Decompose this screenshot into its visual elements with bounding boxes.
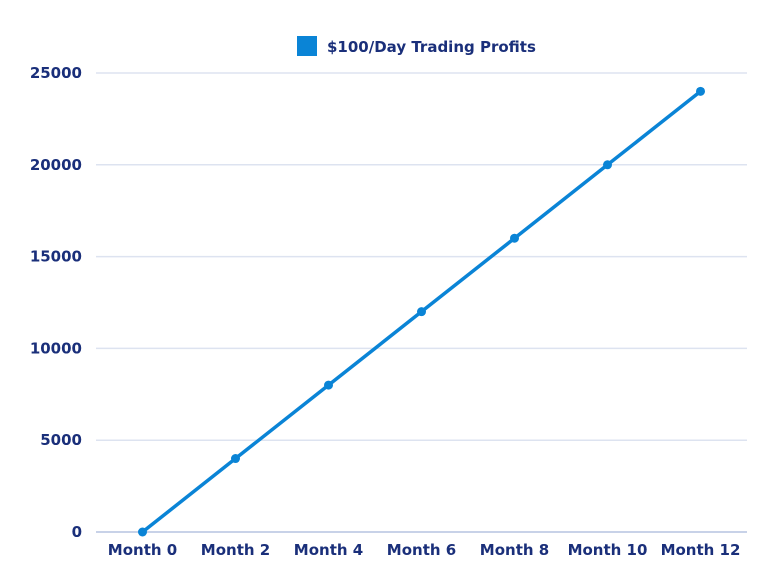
- x-tick-label: Month 10: [568, 541, 648, 559]
- data-point[interactable]: [696, 86, 705, 96]
- x-tick-label: Month 8: [480, 541, 549, 559]
- data-point[interactable]: [231, 454, 240, 464]
- y-axis: 0 5000 10000 15000 20000 25000: [30, 64, 82, 541]
- x-axis: Month 0 Month 2 Month 4 Month 6 Month 8 Month…: [108, 541, 741, 559]
- x-tick-label: Month 12: [661, 541, 741, 559]
- legend-label: $100/Day Trading Profits: [327, 38, 536, 56]
- data-point[interactable]: [603, 160, 612, 170]
- data-point[interactable]: [138, 527, 147, 537]
- x-tick-label: Month 6: [387, 541, 456, 559]
- data-point[interactable]: [417, 307, 426, 317]
- y-tick-label: 0: [72, 523, 82, 541]
- gridlines: [96, 72, 747, 533]
- series-line: [138, 86, 705, 537]
- y-tick-label: 25000: [30, 64, 82, 82]
- y-tick-label: 15000: [30, 248, 82, 266]
- x-tick-label: Month 4: [294, 541, 363, 559]
- y-tick-label: 10000: [30, 339, 82, 357]
- data-point[interactable]: [510, 233, 519, 243]
- data-point[interactable]: [324, 380, 333, 390]
- x-tick-label: Month 2: [201, 541, 270, 559]
- y-tick-label: 5000: [40, 431, 82, 449]
- x-tick-label: Month 0: [108, 541, 177, 559]
- legend: $100/Day Trading Profits: [297, 36, 536, 56]
- legend-swatch: [297, 36, 317, 56]
- y-tick-label: 20000: [30, 156, 82, 174]
